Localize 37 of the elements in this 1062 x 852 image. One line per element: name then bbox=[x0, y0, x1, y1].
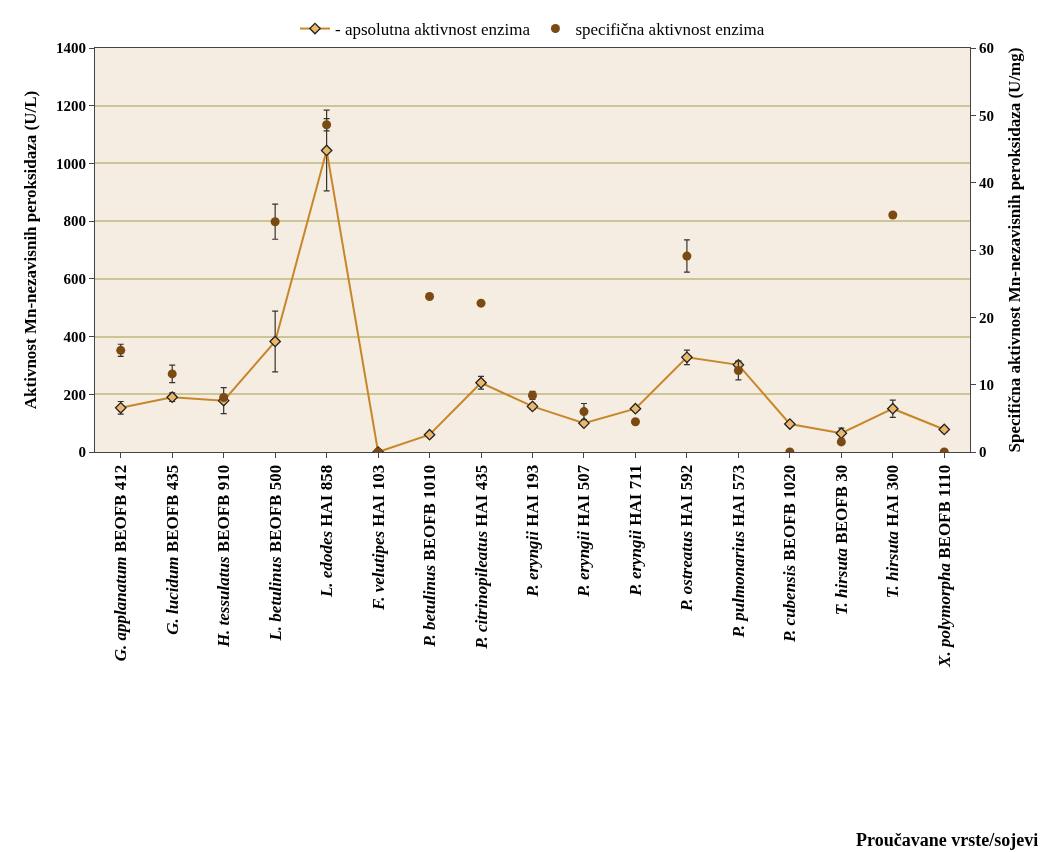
x-tick-label: P. pulmonarius HAI 573 bbox=[728, 464, 748, 639]
legend-label: - apsolutna aktivnost enzima bbox=[335, 20, 531, 40]
y2-tick-label: 20 bbox=[979, 309, 994, 326]
y-tick-label: 800 bbox=[63, 213, 86, 230]
text: Proučavane vrste/sojevi bbox=[856, 830, 1039, 850]
x-tick-label: X. polymorpha BEOFB 1110 bbox=[934, 464, 954, 668]
x-tick-label: H. tessulatus BEOFB 910 bbox=[214, 464, 234, 649]
x-tick-label: L. edodes HAI 858 bbox=[317, 464, 337, 599]
x-tick-label: P. ostreatus HAI 592 bbox=[677, 464, 697, 612]
y2-tick-label: 30 bbox=[979, 242, 994, 259]
y2-tick-label: 40 bbox=[979, 174, 994, 191]
x-tick-label: P. eryngii HAI 193 bbox=[523, 464, 543, 598]
y2-tick-label: 50 bbox=[979, 107, 994, 124]
x-tick-label: P. eryngii HAI 507 bbox=[574, 464, 594, 598]
x-tick-label: P. betulinus BEOFB 1010 bbox=[420, 464, 440, 648]
x-tick-label: L. betulinus BEOFB 500 bbox=[265, 464, 285, 642]
y2-tick-label: 60 bbox=[979, 40, 994, 57]
y-tick-label: 200 bbox=[63, 386, 86, 403]
x-tick-label: P. cubensis BEOFB 1020 bbox=[780, 464, 800, 644]
y-tick-label: 0 bbox=[78, 444, 86, 461]
x-tick-label: G. applanatum BEOFB 412 bbox=[111, 464, 131, 662]
y2-tick-label: 0 bbox=[979, 444, 987, 461]
y-tick-label: 400 bbox=[63, 328, 86, 345]
y-tick-label: 600 bbox=[63, 271, 86, 288]
legend-label: specifična aktivnost enzima bbox=[575, 20, 765, 40]
y2-tick-label: 10 bbox=[979, 376, 994, 393]
x-tick-label: T. hirsuta BEOFB 30 bbox=[831, 464, 851, 616]
y-tick-label: 1400 bbox=[56, 40, 86, 57]
y-tick-label: 1000 bbox=[56, 155, 86, 172]
x-tick-label: P. eryngii HAI 711 bbox=[625, 464, 645, 597]
y-axis-title: Aktivnost Mn-nezavisnih peroksidaza (U/L) bbox=[20, 90, 40, 410]
x-tick-label: T. hirsuta HAI 300 bbox=[883, 464, 903, 599]
y-tick-label: 1200 bbox=[56, 97, 86, 114]
x-tick-label: F. velutipes HAI 103 bbox=[368, 464, 388, 611]
x-tick-label: P. citrinopileatus HAI 435 bbox=[471, 464, 491, 650]
x-tick-label: G. lucidum BEOFB 435 bbox=[162, 464, 182, 635]
y2-axis-title: Specifična aktivnost Mn-nezavisnih peroksidaza (U/mg) bbox=[1005, 47, 1025, 453]
